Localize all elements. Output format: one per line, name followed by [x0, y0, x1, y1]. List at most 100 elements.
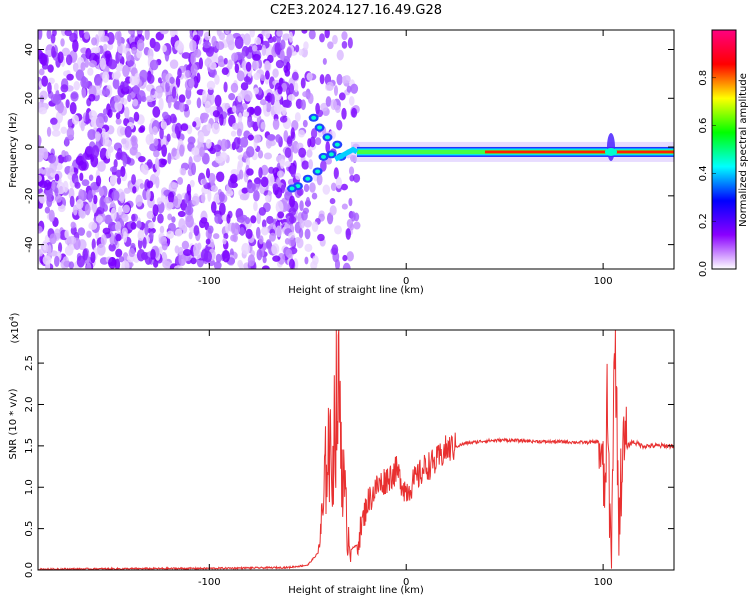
noise-speckle: [241, 187, 249, 194]
noise-speckle: [336, 119, 343, 131]
noise-speckle: [283, 130, 289, 142]
noise-speckle: [272, 183, 279, 191]
noise-speckle: [190, 52, 196, 66]
noise-speckle: [101, 87, 111, 97]
noise-speckle: [109, 166, 118, 173]
noise-speckle: [121, 138, 127, 145]
noise-speckle: [336, 49, 344, 61]
noise-speckle: [145, 133, 154, 146]
noise-speckle: [272, 68, 279, 78]
y-tick-label: 1.0: [24, 479, 35, 495]
noise-speckle: [204, 100, 212, 114]
noise-speckle: [132, 186, 137, 194]
noise-speckle: [226, 33, 235, 46]
noise-speckle: [165, 80, 170, 93]
noise-speckle: [214, 213, 222, 224]
noise-speckle: [341, 31, 348, 41]
noise-speckle: [253, 190, 260, 202]
noise-speckle: [38, 225, 43, 234]
y-tick-label: 0: [24, 144, 35, 150]
noise-speckle: [91, 145, 100, 159]
noise-speckle: [159, 225, 165, 234]
noise-speckle: [210, 201, 217, 214]
noise-speckle: [69, 165, 74, 177]
noise-speckle: [158, 246, 163, 254]
noise-speckle: [292, 71, 299, 81]
spectrogram-x-label: Height of straight line (km): [288, 285, 424, 296]
noise-speckle: [177, 176, 184, 185]
noise-speckle: [137, 229, 145, 241]
noise-speckle: [188, 231, 193, 240]
noise-speckle: [330, 182, 337, 192]
noise-speckle: [57, 204, 66, 213]
noise-speckle: [334, 259, 341, 269]
noise-speckle: [245, 228, 253, 240]
noise-speckle: [94, 131, 101, 142]
noise-speckle: [130, 221, 137, 230]
noise-speckle: [140, 163, 149, 174]
noise-speckle: [265, 101, 272, 113]
noise-speckle: [161, 44, 167, 53]
noise-speckle: [47, 244, 52, 257]
noise-speckle: [38, 192, 47, 204]
noise-speckle: [38, 180, 48, 188]
noise-speckle: [309, 182, 316, 193]
noise-speckle: [87, 129, 97, 141]
noise-speckle: [216, 30, 222, 37]
noise-speckle: [222, 237, 227, 245]
noise-speckle: [46, 196, 53, 208]
noise-speckle: [171, 86, 177, 99]
noise-speckle: [185, 214, 194, 228]
noise-speckle: [335, 176, 343, 189]
noise-speckle: [341, 107, 347, 120]
noise-speckle: [164, 48, 170, 62]
noise-speckle: [119, 191, 125, 204]
colorbar-tick-label: 0.2: [698, 213, 709, 229]
noise-speckle: [338, 92, 346, 101]
noise-speckle: [136, 249, 146, 262]
noise-speckle: [80, 121, 85, 132]
noise-speckle: [280, 158, 285, 170]
noise-speckle: [122, 64, 130, 78]
noise-speckle: [239, 261, 244, 269]
noise-speckle: [202, 41, 211, 49]
noise-speckle: [107, 108, 113, 119]
colorbar-tick-label: 0.0: [698, 261, 709, 277]
noise-speckle: [153, 149, 160, 158]
noise-speckle: [200, 217, 208, 224]
noise-speckle: [142, 236, 147, 249]
noise-speckle: [259, 99, 267, 106]
noise-speckle: [173, 195, 179, 207]
noise-speckle: [147, 227, 156, 234]
noise-speckle: [242, 111, 250, 118]
noise-speckle: [68, 261, 75, 269]
y-tick-label: 40: [24, 43, 35, 56]
noise-speckle: [350, 211, 356, 222]
signal-blob-core: [311, 115, 317, 120]
noise-speckle: [203, 31, 211, 41]
noise-speckle: [160, 158, 168, 166]
noise-speckle: [294, 82, 299, 93]
noise-speckle: [149, 59, 159, 71]
noise-speckle: [42, 255, 52, 265]
noise-speckle: [261, 44, 267, 57]
noise-speckle: [220, 138, 228, 152]
y-tick-label: 0.0: [24, 562, 35, 578]
noise-speckle: [171, 147, 177, 157]
x-tick-label: 0: [403, 577, 409, 588]
noise-speckle: [280, 39, 286, 50]
noise-speckle: [189, 39, 197, 52]
signal-blob-core: [289, 186, 295, 191]
noise-speckle: [190, 63, 198, 76]
noise-speckle: [139, 183, 145, 190]
noise-speckle: [320, 160, 327, 172]
noise-speckle: [103, 114, 108, 123]
noise-speckle: [96, 243, 106, 256]
noise-speckle: [233, 136, 241, 150]
noise-speckle: [305, 196, 311, 208]
noise-speckle: [203, 250, 212, 263]
snr-plot: [38, 330, 674, 570]
colorbar-tick-label: 0.6: [698, 118, 709, 134]
noise-speckle: [341, 75, 347, 85]
